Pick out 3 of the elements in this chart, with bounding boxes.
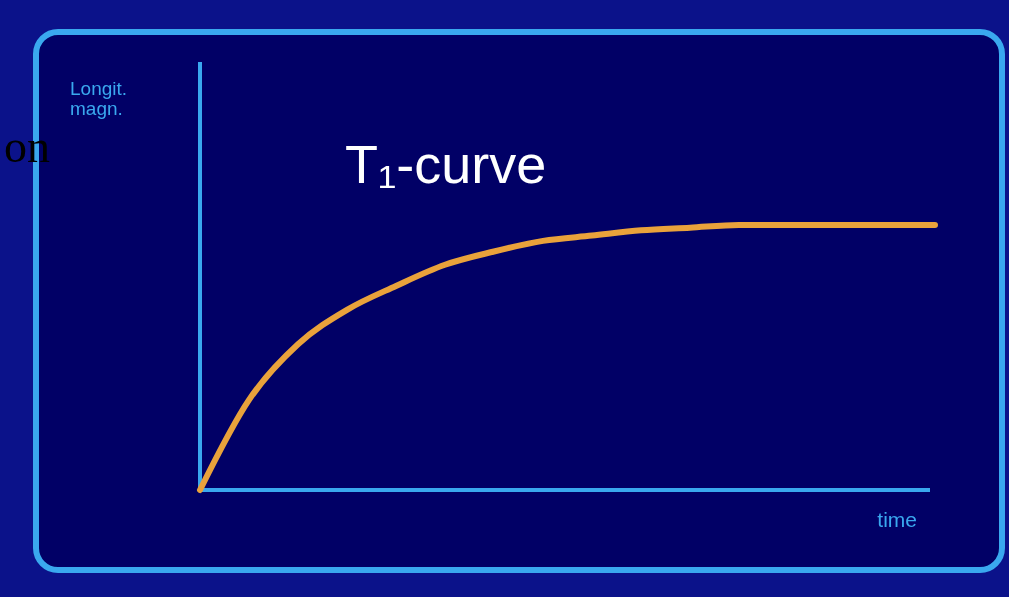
x-axis-title: time	[877, 508, 917, 531]
chart-title: T₁-curve	[345, 134, 547, 194]
text: Longit. magn.	[70, 78, 128, 119]
